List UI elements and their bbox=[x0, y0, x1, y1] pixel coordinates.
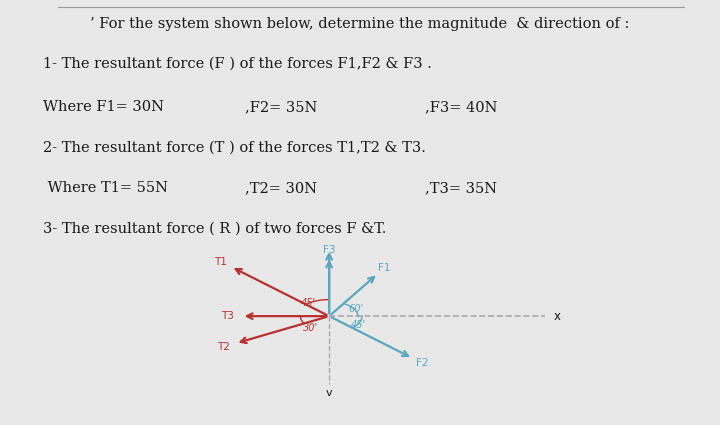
Text: ,F3= 40N: ,F3= 40N bbox=[425, 100, 498, 114]
Text: ,T3= 35N: ,T3= 35N bbox=[425, 181, 497, 195]
Text: 2- The resultant force (T ) of the forces T1,T2 & T3.: 2- The resultant force (T ) of the force… bbox=[43, 140, 426, 154]
Text: F1: F1 bbox=[379, 263, 391, 273]
Text: ,F2= 35N: ,F2= 35N bbox=[245, 100, 318, 114]
Text: ’ For the system shown below, determine the magnitude  & direction of :: ’ For the system shown below, determine … bbox=[90, 17, 630, 31]
Text: 3- The resultant force ( R ) of two forces F &T.: 3- The resultant force ( R ) of two forc… bbox=[43, 221, 387, 235]
Text: F2: F2 bbox=[416, 358, 428, 368]
Text: 1- The resultant force (F ) of the forces F1,F2 & F3 .: 1- The resultant force (F ) of the force… bbox=[43, 57, 432, 71]
Text: 45': 45' bbox=[301, 298, 316, 308]
Text: T2: T2 bbox=[217, 342, 230, 352]
Text: 45': 45' bbox=[351, 320, 366, 331]
Text: Where F1= 30N: Where F1= 30N bbox=[43, 100, 164, 114]
Text: v: v bbox=[326, 388, 333, 398]
Text: 60': 60' bbox=[348, 304, 364, 314]
Text: 30': 30' bbox=[303, 323, 318, 332]
Text: x: x bbox=[554, 310, 560, 323]
Text: Where T1= 55N: Where T1= 55N bbox=[43, 181, 168, 195]
Text: T3: T3 bbox=[221, 311, 234, 321]
Text: T1: T1 bbox=[215, 257, 228, 266]
Text: ,T2= 30N: ,T2= 30N bbox=[245, 181, 317, 195]
Text: F3: F3 bbox=[323, 245, 336, 255]
